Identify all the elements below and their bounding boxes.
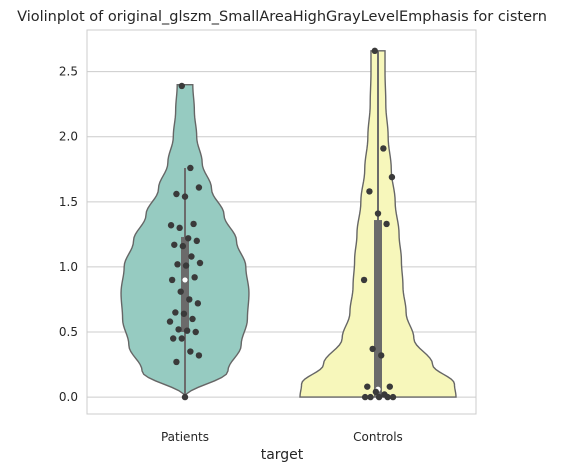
x-tick-label: Patients bbox=[161, 430, 209, 444]
x-tick-label: Controls bbox=[353, 430, 403, 444]
data-point bbox=[175, 326, 182, 333]
box-iqr bbox=[374, 220, 382, 398]
data-point bbox=[384, 393, 391, 401]
data-point bbox=[178, 82, 185, 90]
data-point bbox=[182, 262, 190, 269]
y-tick-label: 0.5 bbox=[59, 325, 78, 339]
data-point bbox=[367, 393, 374, 401]
y-tick-label: 2.0 bbox=[59, 130, 78, 144]
data-point bbox=[193, 237, 200, 245]
data-point bbox=[181, 393, 189, 401]
data-point bbox=[195, 184, 203, 191]
data-point bbox=[183, 327, 191, 334]
y-tick-label: 2.5 bbox=[59, 65, 78, 79]
y-tick-label: 0.0 bbox=[59, 390, 78, 404]
data-point bbox=[189, 315, 196, 323]
data-point bbox=[383, 220, 390, 228]
data-point bbox=[191, 274, 198, 281]
y-tick-labels: 0.0 0.5 1.0 1.5 2.0 2.5 bbox=[59, 65, 78, 404]
data-point bbox=[371, 47, 378, 55]
data-point bbox=[171, 241, 178, 248]
data-point bbox=[369, 345, 376, 353]
data-point bbox=[188, 253, 195, 260]
data-point bbox=[179, 242, 187, 250]
data-point bbox=[172, 309, 179, 316]
data-point bbox=[185, 235, 192, 242]
data-point bbox=[186, 296, 193, 303]
inner-boxes bbox=[181, 50, 382, 398]
data-point bbox=[174, 261, 181, 268]
data-point bbox=[180, 310, 188, 317]
data-point bbox=[378, 352, 385, 359]
data-point bbox=[166, 318, 174, 325]
data-point bbox=[181, 193, 189, 200]
data-point bbox=[372, 388, 380, 396]
data-point bbox=[380, 145, 387, 152]
data-point bbox=[374, 210, 382, 217]
data-point bbox=[190, 220, 197, 228]
data-point bbox=[388, 173, 396, 181]
data-point bbox=[360, 276, 368, 284]
data-point bbox=[195, 352, 203, 359]
data-point bbox=[173, 190, 180, 198]
y-tick-label: 1.5 bbox=[59, 195, 78, 209]
strip-points bbox=[166, 47, 397, 401]
data-point bbox=[361, 393, 369, 401]
data-point bbox=[196, 259, 204, 267]
box-iqr bbox=[181, 236, 189, 332]
x-tick-labels: Patients Controls bbox=[161, 430, 403, 444]
data-point bbox=[375, 393, 383, 401]
data-point bbox=[170, 335, 177, 342]
data-point bbox=[192, 328, 199, 336]
data-point bbox=[168, 276, 176, 284]
data-point bbox=[176, 224, 183, 232]
median-marker bbox=[182, 277, 188, 283]
data-point bbox=[187, 348, 194, 355]
data-point bbox=[389, 393, 397, 401]
data-point bbox=[187, 164, 194, 172]
data-point bbox=[178, 335, 185, 342]
data-point bbox=[386, 383, 393, 390]
x-axis-label: target bbox=[261, 447, 304, 463]
data-point bbox=[364, 383, 371, 390]
chart-title: Violinplot of original_glszm_SmallAreaHi… bbox=[17, 9, 547, 25]
data-point bbox=[366, 188, 373, 195]
data-point bbox=[167, 222, 175, 229]
data-point bbox=[194, 300, 202, 307]
data-point bbox=[173, 358, 180, 366]
data-point bbox=[177, 288, 184, 295]
y-tick-label: 1.0 bbox=[59, 260, 78, 274]
